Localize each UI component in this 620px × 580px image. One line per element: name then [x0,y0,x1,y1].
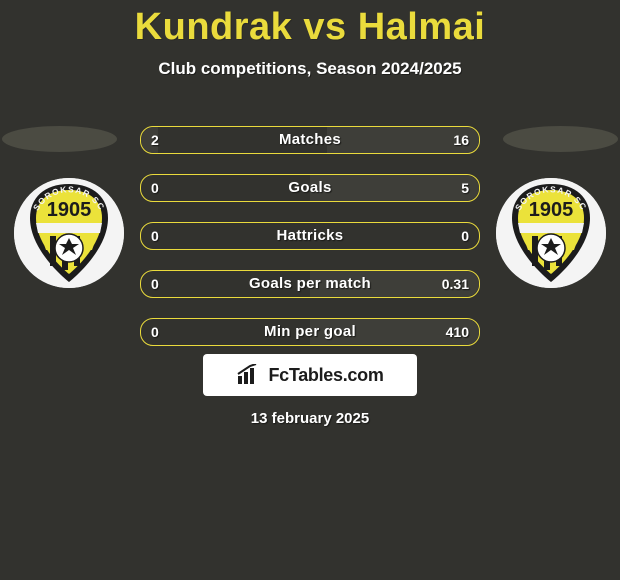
stat-value-right: 410 [446,319,469,345]
brand-label: FcTables.com [268,365,383,386]
pedestal-ellipse-right [503,126,618,152]
soroksar-badge-icon: 1905 SOROKSAR SC [496,178,606,288]
stat-row-goals: 0 Goals 5 [140,174,480,202]
bar-chart-icon [236,364,264,386]
stats-bars: 2 Matches 16 0 Goals 5 0 Hattricks 0 0 G… [140,126,480,366]
player-club-badge-right: 1905 SOROKSAR SC [496,178,606,288]
pedestal-ellipse-left [2,126,117,152]
soroksar-badge-icon: 1905 SOROKSAR SC [14,178,124,288]
stat-row-hattricks: 0 Hattricks 0 [140,222,480,250]
stat-value-right: 16 [453,127,469,153]
svg-text:1905: 1905 [529,199,574,221]
stat-row-min-per-goal: 0 Min per goal 410 [140,318,480,346]
player-club-badge-left: 1905 SOROKSAR SC [14,178,124,288]
stat-label: Matches [141,127,479,153]
stat-value-right: 5 [461,175,469,201]
fctables-brand-box: FcTables.com [203,354,417,396]
stat-label: Min per goal [141,319,479,345]
stat-value-right: 0 [461,223,469,249]
stat-row-goals-per-match: 0 Goals per match 0.31 [140,270,480,298]
stat-row-matches: 2 Matches 16 [140,126,480,154]
date-text: 13 february 2025 [0,410,620,427]
comparison-infographic: Kundrak vs Halmai Club competitions, Sea… [0,0,620,580]
subtitle: Club competitions, Season 2024/2025 [0,59,620,79]
stat-label: Hattricks [141,223,479,249]
stat-label: Goals [141,175,479,201]
stat-value-right: 0.31 [442,271,469,297]
page-title: Kundrak vs Halmai [0,0,620,49]
svg-text:1905: 1905 [47,199,92,221]
stat-label: Goals per match [141,271,479,297]
